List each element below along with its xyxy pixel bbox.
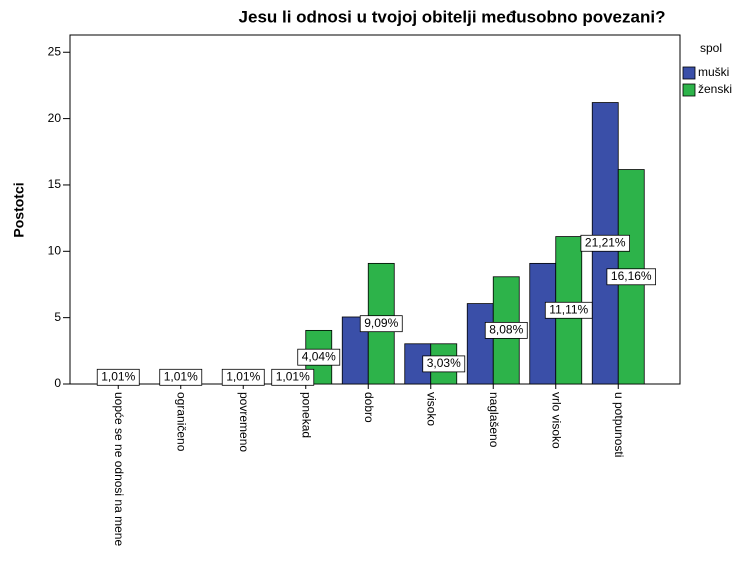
- chart-title: Jesu li odnosi u tvojoj obitelji međusob…: [239, 7, 666, 26]
- data-label-box: [580, 234, 631, 252]
- data-label: 1,01%: [276, 369, 310, 383]
- x-tick-label: naglašeno: [487, 392, 501, 448]
- data-label-box: [484, 321, 528, 339]
- data-label-box: [422, 355, 466, 373]
- y-tick-label: 10: [48, 243, 62, 257]
- bar: [529, 262, 557, 385]
- data-label: 21,21%: [585, 235, 626, 249]
- data-label-box: [96, 368, 140, 386]
- data-label: 4,04%: [302, 349, 336, 363]
- legend-label: muški: [698, 65, 729, 79]
- legend-label: ženski: [698, 82, 732, 96]
- data-label: 11,11%: [549, 302, 588, 316]
- x-tick-label: dobro: [362, 392, 376, 423]
- data-label-box: [297, 348, 341, 366]
- y-tick-label: 25: [48, 44, 62, 58]
- bar: [466, 303, 494, 385]
- y-tick-label: 20: [48, 111, 62, 125]
- legend-swatch: [682, 83, 696, 97]
- data-label-box: [221, 368, 265, 386]
- legend-swatch: [682, 66, 696, 80]
- data-label-box: [359, 315, 403, 333]
- data-label: 8,08%: [489, 323, 523, 337]
- x-tick-label: uopće se ne odnosi na mene: [112, 392, 126, 546]
- data-label-box: [606, 268, 657, 286]
- legend-title: spol: [700, 41, 722, 55]
- y-tick-label: 0: [54, 376, 61, 390]
- x-tick-label: u potpunosti: [612, 392, 626, 457]
- x-tick-label: vrlo visoko: [550, 392, 564, 449]
- data-label: 3,03%: [427, 356, 461, 370]
- y-tick-label: 15: [48, 177, 62, 191]
- data-label: 9,09%: [364, 316, 398, 330]
- y-tick-label: 5: [54, 310, 61, 324]
- x-tick-label: visoko: [425, 392, 439, 426]
- data-label: 1,01%: [101, 369, 135, 383]
- data-label-box: [159, 368, 203, 386]
- y-axis-label: Postotci: [11, 182, 27, 237]
- data-label: 1,01%: [164, 369, 198, 383]
- x-tick-label: ponekad: [300, 392, 314, 438]
- data-label-box: [544, 301, 593, 319]
- x-tick-label: povremeno: [237, 392, 251, 452]
- x-tick-label: ograničeno: [175, 392, 189, 452]
- data-label: 16,16%: [611, 269, 652, 283]
- data-label-box: [271, 368, 315, 386]
- data-label: 1,01%: [226, 369, 260, 383]
